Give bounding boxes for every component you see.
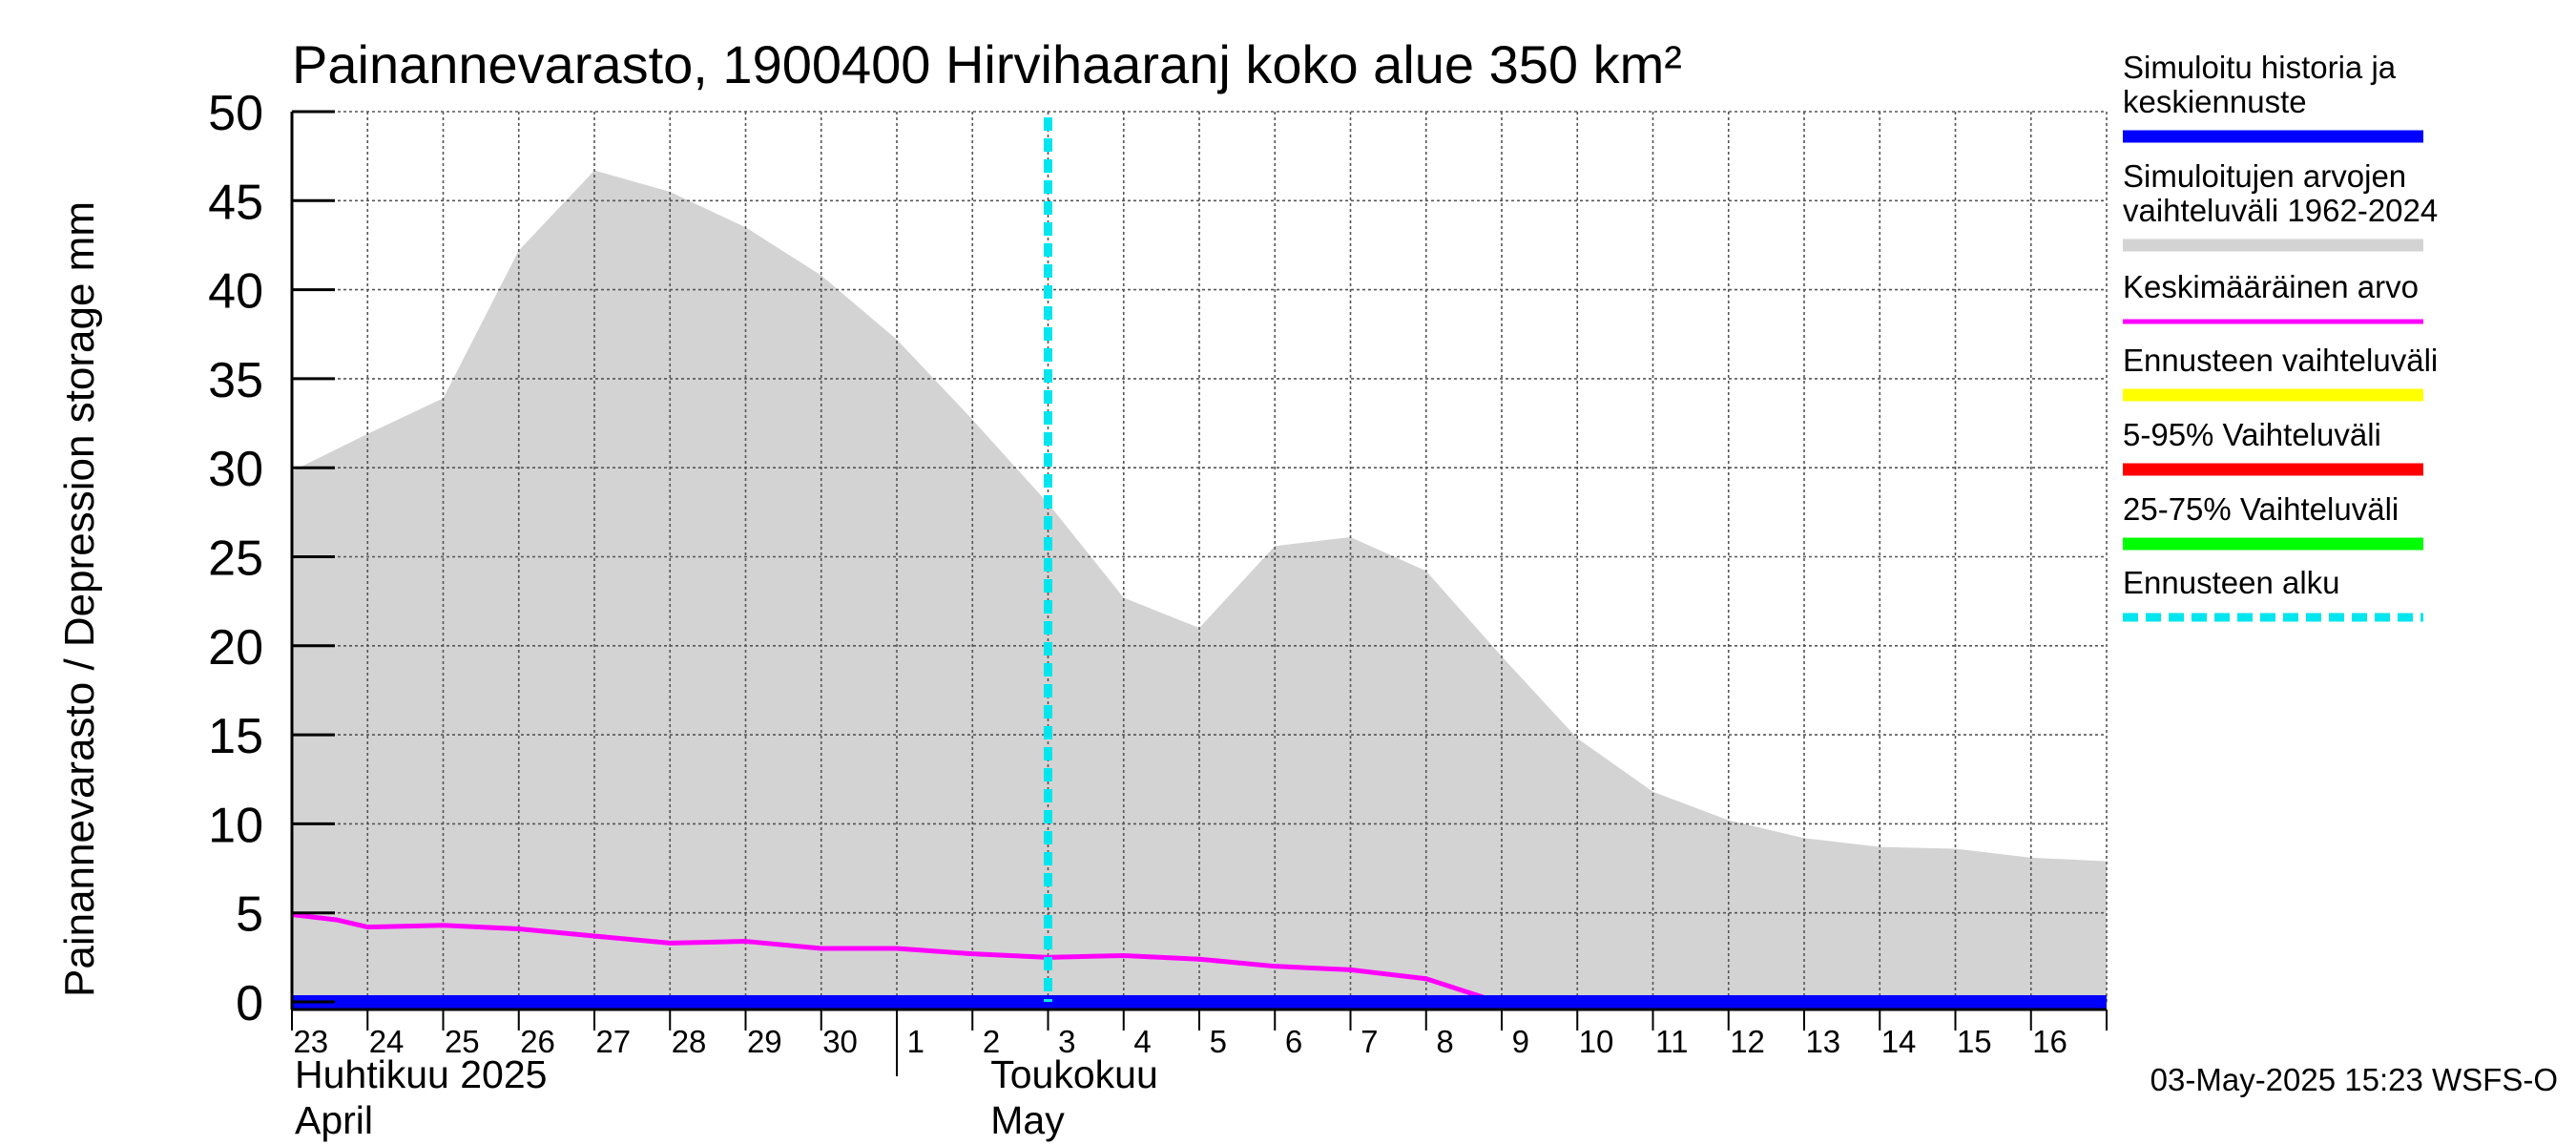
- x-tick-label: 11: [1655, 1024, 1688, 1059]
- x-tick-label: 28: [672, 1024, 707, 1059]
- month-label-en: May: [990, 1098, 1065, 1142]
- x-tick-label: 4: [1133, 1024, 1151, 1059]
- x-tick-label: 15: [1957, 1024, 1992, 1059]
- y-tick-label: 0: [236, 976, 263, 1031]
- chart-title: Painannevarasto, 1900400 Hirvihaaranj ko…: [292, 34, 1682, 94]
- month-label: Huhtikuu 2025: [295, 1052, 547, 1096]
- x-tick-label: 13: [1805, 1024, 1840, 1059]
- month-label-en: April: [295, 1098, 373, 1142]
- month-label: Toukokuu: [990, 1052, 1158, 1096]
- y-tick-label: 40: [208, 264, 263, 320]
- x-tick-label: 10: [1579, 1024, 1614, 1059]
- x-tick-label: 29: [747, 1024, 782, 1059]
- x-tick-label: 12: [1730, 1024, 1765, 1059]
- x-tick-label: 27: [595, 1024, 631, 1059]
- y-axis-label: Painannevarasto / Depression storage mm: [56, 201, 103, 997]
- legend: Simuloitu historia ja keskiennuste Simuloi…: [2123, 50, 2438, 622]
- y-tick-label: 5: [236, 887, 263, 943]
- y-tick-label: 25: [208, 531, 263, 587]
- y-tick-label: 45: [208, 175, 263, 230]
- x-tick-label: 6: [1285, 1024, 1302, 1059]
- x-tick-label: 9: [1512, 1024, 1529, 1059]
- x-tick-label: 24: [369, 1024, 405, 1059]
- legend-label: Ennusteen vaihteluväli: [2123, 343, 2438, 378]
- x-tick-label: 30: [822, 1024, 858, 1059]
- y-tick-label: 50: [208, 86, 263, 141]
- x-tick-label: 1: [907, 1024, 924, 1059]
- y-tick-label: 15: [208, 709, 263, 764]
- x-tick-label: 14: [1881, 1024, 1917, 1059]
- x-tick-label: 5: [1210, 1024, 1227, 1059]
- y-tick-label: 30: [208, 442, 263, 497]
- x-tick-label: 8: [1436, 1024, 1453, 1059]
- x-tick-label: 23: [293, 1024, 328, 1059]
- legend-label: 25-75% Vaihteluväli: [2123, 491, 2399, 527]
- legend-label: Keskimääräinen arvo: [2123, 269, 2419, 304]
- x-tick-label: 3: [1058, 1024, 1075, 1059]
- y-tick-label: 10: [208, 798, 263, 853]
- y-tick-label: 20: [208, 620, 263, 676]
- footer-timestamp: 03-May-2025 15:23 WSFS-O: [2150, 1062, 2558, 1097]
- y-tick-label: 35: [208, 353, 263, 408]
- x-tick-label: 7: [1361, 1024, 1378, 1059]
- legend-label: Simuloitu historia ja keskiennuste: [2123, 50, 2397, 119]
- x-tick-label: 25: [445, 1024, 480, 1059]
- x-tick-label: 16: [2032, 1024, 2067, 1059]
- legend-label: 5-95% Vaihteluväli: [2123, 417, 2381, 452]
- legend-label: Ennusteen alku: [2123, 565, 2340, 600]
- x-tick-label: 2: [983, 1024, 1000, 1059]
- legend-label: Simuloitujen arvojen vaihteluväli 1962-20…: [2123, 158, 2438, 228]
- x-tick-label: 26: [520, 1024, 555, 1059]
- plot-area: [291, 111, 2108, 1009]
